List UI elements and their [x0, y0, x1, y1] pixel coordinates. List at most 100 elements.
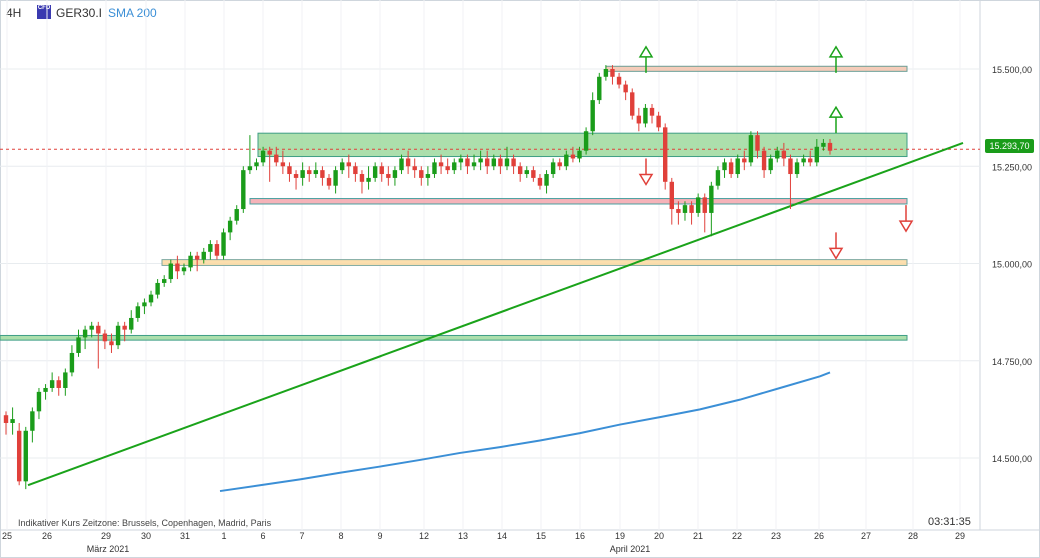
x-tick-label: 22 [732, 531, 742, 541]
candle [214, 244, 220, 256]
candle [82, 329, 88, 338]
candle [16, 430, 22, 482]
candle [768, 158, 773, 171]
candle [742, 158, 747, 163]
candle [313, 170, 319, 175]
x-tick-label: 20 [654, 531, 664, 541]
candle [821, 142, 826, 147]
y-tick-label: 15.250,00 [992, 162, 1032, 172]
candle [175, 263, 180, 272]
candle [419, 170, 424, 178]
candle [280, 162, 286, 167]
candle [36, 391, 42, 412]
candle [590, 100, 595, 132]
candle [339, 162, 345, 171]
candle [616, 76, 622, 85]
candle [56, 380, 61, 388]
candle [755, 135, 760, 151]
candle [550, 162, 556, 175]
x-tick-label: 16 [575, 531, 585, 541]
candle [300, 170, 305, 178]
zone-green [0, 334, 908, 341]
candle [827, 142, 833, 151]
x-tick-label: 26 [42, 531, 52, 541]
candle [511, 158, 516, 167]
candle [465, 158, 470, 167]
candle [794, 162, 800, 175]
y-tick-label: 15.000,00 [992, 260, 1032, 270]
candle [808, 158, 813, 163]
candle [260, 150, 266, 163]
candle [267, 150, 272, 155]
candle [168, 263, 173, 280]
candle [234, 209, 239, 221]
candle [669, 181, 674, 210]
candle [102, 333, 108, 342]
x-tick-label: 28 [908, 531, 918, 541]
candle [775, 150, 780, 159]
x-tick-label: 15 [536, 531, 546, 541]
candle [709, 185, 714, 213]
x-tick-label: 14 [497, 531, 507, 541]
candle [695, 197, 701, 213]
candle [326, 177, 332, 186]
candle [623, 84, 628, 93]
candle [201, 251, 206, 260]
candle [89, 325, 94, 330]
symbol-label[interactable]: GER30.I [56, 6, 103, 20]
candle [656, 115, 661, 128]
candle [10, 419, 15, 423]
candle [399, 158, 404, 171]
x-tick-label: 31 [180, 531, 190, 541]
clock: 03:31:35 [928, 516, 971, 528]
zone-salmon [605, 65, 908, 72]
arrow-down-icon [828, 232, 844, 260]
candle [722, 162, 727, 171]
candle [517, 166, 523, 175]
arrow-up-icon [828, 105, 844, 134]
zone-green [257, 132, 908, 158]
indicator-label[interactable]: SMA 200 [108, 6, 157, 20]
candle [438, 162, 444, 167]
candle [122, 325, 127, 330]
candle [346, 162, 351, 167]
candle [359, 174, 365, 182]
candle [155, 282, 160, 295]
zone-orange [161, 259, 908, 266]
x-tick-label: 26 [814, 531, 824, 541]
candle [689, 205, 694, 213]
candle [682, 205, 688, 213]
x-tick-label: 19 [615, 531, 625, 541]
candle [386, 174, 391, 178]
candle [735, 158, 740, 175]
candle [372, 166, 378, 178]
candle [188, 255, 193, 268]
arrow-down-icon [638, 158, 654, 186]
candle [49, 380, 55, 388]
candle [135, 306, 141, 318]
timeframe-label[interactable]: 4H [6, 6, 22, 20]
x-tick-label: 25 [2, 531, 12, 541]
candle [109, 341, 114, 346]
candle [458, 158, 464, 163]
candle [781, 150, 787, 159]
candle [181, 267, 187, 272]
candle [649, 107, 655, 116]
candle [69, 352, 75, 373]
zone-red [249, 198, 908, 205]
candle [570, 154, 576, 159]
candle [162, 279, 167, 283]
candle [241, 170, 246, 210]
candle [485, 158, 490, 167]
candle [564, 154, 569, 167]
month-label: April 2021 [610, 544, 651, 554]
candle [491, 158, 497, 167]
candle [425, 174, 431, 178]
x-tick-label: 23 [771, 531, 781, 541]
candle [208, 244, 213, 252]
candle [524, 170, 529, 175]
candle [630, 92, 635, 116]
candle [320, 170, 325, 178]
